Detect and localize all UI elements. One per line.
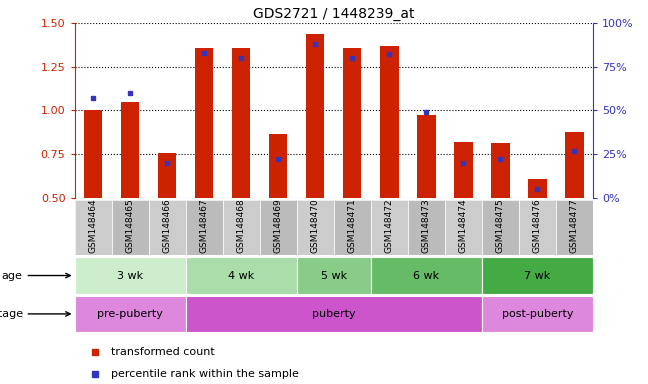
Bar <box>556 200 593 255</box>
Text: 3 wk: 3 wk <box>117 270 143 281</box>
Bar <box>343 48 362 198</box>
Bar <box>260 200 297 255</box>
Bar <box>417 115 435 198</box>
Bar <box>491 143 509 198</box>
Bar <box>223 200 260 255</box>
Bar <box>185 257 297 294</box>
Bar <box>185 296 482 332</box>
Bar <box>185 200 223 255</box>
Text: 4 wk: 4 wk <box>228 270 254 281</box>
Bar <box>297 200 334 255</box>
Bar <box>371 200 408 255</box>
Bar <box>482 257 593 294</box>
Text: age: age <box>2 270 70 281</box>
Bar <box>519 200 556 255</box>
Bar <box>445 200 482 255</box>
Text: development stage: development stage <box>0 309 70 319</box>
Title: GDS2721 / 1448239_at: GDS2721 / 1448239_at <box>253 7 415 21</box>
Bar <box>75 257 185 294</box>
Text: 6 wk: 6 wk <box>413 270 439 281</box>
Bar <box>269 134 288 198</box>
Bar <box>482 200 519 255</box>
Text: 5 wk: 5 wk <box>321 270 347 281</box>
Bar <box>306 33 325 198</box>
Bar <box>111 200 148 255</box>
Bar <box>408 200 445 255</box>
Bar <box>454 142 472 198</box>
Bar <box>334 200 371 255</box>
Bar <box>232 48 250 198</box>
Bar <box>148 200 185 255</box>
Bar <box>75 200 111 255</box>
Bar <box>75 296 185 332</box>
Bar <box>121 102 139 198</box>
Bar <box>371 257 482 294</box>
Text: pre-puberty: pre-puberty <box>97 309 163 319</box>
Text: puberty: puberty <box>312 309 356 319</box>
Bar <box>528 179 547 198</box>
Bar <box>297 257 371 294</box>
Text: 7 wk: 7 wk <box>524 270 551 281</box>
Bar <box>195 48 213 198</box>
Bar <box>380 46 399 198</box>
Bar <box>84 111 102 198</box>
Bar <box>482 296 593 332</box>
Text: percentile rank within the sample: percentile rank within the sample <box>111 369 299 379</box>
Bar <box>158 153 176 198</box>
Bar <box>565 132 584 198</box>
Text: transformed count: transformed count <box>111 346 214 357</box>
Text: post-puberty: post-puberty <box>502 309 573 319</box>
